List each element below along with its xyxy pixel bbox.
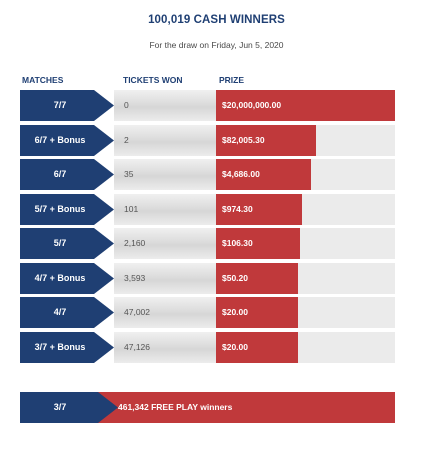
match-cell: 6/7 + Bonus (20, 124, 114, 156)
prize-value: $82,005.30 (222, 134, 265, 145)
match-cell: 5/7 + Bonus (20, 193, 114, 225)
prize-value: $106.30 (222, 238, 253, 248)
match-cell: 5/7 (20, 228, 114, 259)
match-arrow-shape (20, 228, 114, 259)
match-cell: 6/7 (20, 159, 114, 190)
free-play-arrow-shape (20, 392, 118, 423)
tickets-value: 2 (124, 134, 129, 145)
table-row: 101 $974.30 5/7 + Bonus (20, 193, 395, 225)
tickets-cell: 47,002 (114, 297, 216, 328)
match-cell: 4/7 (20, 297, 114, 328)
winners-title: 100,019 CASH WINNERS (148, 14, 285, 26)
table-row: 2,160 $106.30 5/7 (20, 228, 395, 259)
match-cell: 7/7 (20, 90, 114, 121)
tickets-value: 0 (124, 100, 129, 110)
match-arrow-shape (20, 159, 114, 190)
table-row: 0 $20,000,000.00 7/7 (20, 90, 395, 121)
prize-bar: $20.00 (216, 331, 298, 363)
match-label: 5/7 + Bonus (34, 203, 86, 214)
tickets-value: 47,126 (124, 341, 150, 352)
prize-track: $106.30 (216, 228, 395, 259)
match-arrow-shape (20, 331, 114, 363)
tickets-cell: 3,593 (114, 262, 216, 294)
tickets-cell: 2 (114, 124, 216, 156)
free-play-row: 3/7 461,342 FREE PLAY winners (20, 392, 395, 423)
match-label: 5/7 (53, 238, 67, 248)
prize-value: $20.00 (222, 307, 248, 317)
match-arrow-shape (20, 124, 114, 156)
tickets-value: 2,160 (124, 238, 146, 248)
match-arrow-shape (20, 297, 114, 328)
match-label: 4/7 (53, 307, 67, 317)
tickets-cell: 101 (114, 193, 216, 225)
tickets-cell: 47,126 (114, 331, 216, 363)
free-play-winners-text: 461,342 FREE PLAY winners (118, 402, 233, 412)
match-arrow-shape (20, 193, 114, 225)
prize-track: $20.00 (216, 331, 395, 363)
prize-value: $20.00 (222, 341, 248, 352)
table-row: 47,002 $20.00 4/7 (20, 297, 395, 328)
prize-bar: $20.00 (216, 297, 298, 328)
table-row: 2 $82,005.30 6/7 + Bonus (20, 124, 395, 156)
draw-date-subtitle: For the draw on Friday, Jun 5, 2020 (149, 40, 284, 50)
prize-value: $4,686.00 (222, 169, 260, 179)
table-row: 47,126 $20.00 3/7 + Bonus (20, 331, 395, 363)
column-header-matches: MATCHES (22, 75, 64, 85)
tickets-value: 3,593 (124, 272, 146, 283)
prize-track: $974.30 (216, 193, 395, 225)
prize-bar: $82,005.30 (216, 124, 316, 156)
tickets-value: 35 (124, 169, 134, 179)
prize-track: $4,686.00 (216, 159, 395, 190)
match-cell: 4/7 + Bonus (20, 262, 114, 294)
tickets-cell: 2,160 (114, 228, 216, 259)
match-arrow-shape (20, 90, 114, 121)
prize-bar: $974.30 (216, 193, 302, 225)
match-label: 4/7 + Bonus (34, 272, 86, 283)
prize-bar: $4,686.00 (216, 159, 311, 190)
match-arrow-shape (20, 262, 114, 294)
tickets-cell: 35 (114, 159, 216, 190)
match-label: 6/7 + Bonus (34, 134, 86, 145)
match-label: 3/7 + Bonus (34, 341, 86, 352)
prize-track: $82,005.30 (216, 124, 395, 156)
prize-track: $50.20 (216, 262, 395, 294)
prize-track: $20,000,000.00 (216, 90, 395, 121)
match-label: 6/7 (53, 169, 67, 179)
column-header-tickets-won: TICKETS WON (123, 75, 183, 85)
table-row: 3,593 $50.20 4/7 + Bonus (20, 262, 395, 294)
column-header-prize: PRIZE (219, 75, 245, 85)
prize-bar: $50.20 (216, 262, 298, 294)
prize-value: $50.20 (222, 272, 248, 283)
match-cell: 3/7 + Bonus (20, 331, 114, 363)
prize-track: $20.00 (216, 297, 395, 328)
tickets-value: 47,002 (124, 307, 150, 317)
match-label: 7/7 (53, 100, 67, 110)
prize-bar: $106.30 (216, 228, 300, 259)
prize-value: $20,000,000.00 (222, 100, 282, 110)
free-play-match-label: 3/7 (53, 402, 67, 412)
table-row: 35 $4,686.00 6/7 (20, 159, 395, 190)
tickets-cell: 0 (114, 90, 216, 121)
tickets-value: 101 (124, 203, 139, 214)
prize-value: $974.30 (222, 203, 253, 214)
prize-bar: $20,000,000.00 (216, 90, 395, 121)
